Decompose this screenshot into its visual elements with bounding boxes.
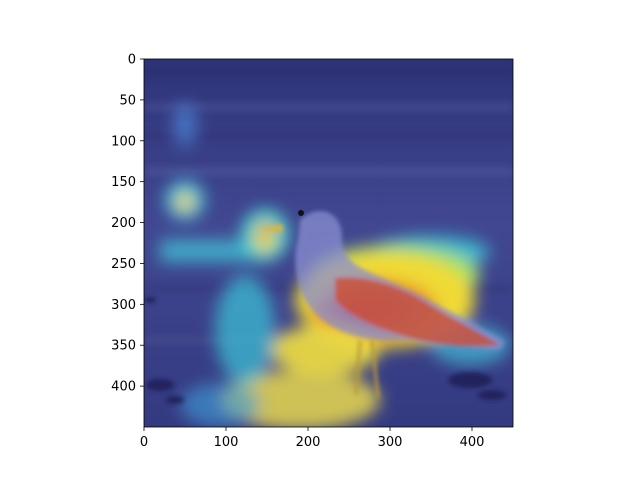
seagull xyxy=(262,210,505,399)
y-tick-label: 300 xyxy=(111,298,136,313)
y-tick-label: 250 xyxy=(111,257,136,272)
y-tick-label: 50 xyxy=(119,93,136,108)
x-tick-label: 200 xyxy=(296,435,321,450)
seagull-eye xyxy=(298,210,304,216)
plot-frame xyxy=(143,58,514,428)
y-tick-label: 350 xyxy=(111,339,136,354)
y-tick-label: 150 xyxy=(111,175,136,190)
y-tick-label: 0 xyxy=(128,53,136,68)
x-tick-label: 100 xyxy=(214,435,239,450)
heatmap-image xyxy=(144,59,513,427)
y-tick-label: 100 xyxy=(111,134,136,149)
x-tick-label: 400 xyxy=(460,435,485,450)
x-tick-label: 300 xyxy=(378,435,403,450)
y-axis: 0 50 100 150 200 250 300 350 400 xyxy=(111,53,144,395)
y-tick-label: 400 xyxy=(111,380,136,395)
beach-pebbles xyxy=(144,297,506,404)
y-tick-label: 200 xyxy=(111,216,136,231)
x-tick-label: 0 xyxy=(140,435,148,450)
x-axis: 0 100 200 300 400 xyxy=(140,427,485,450)
